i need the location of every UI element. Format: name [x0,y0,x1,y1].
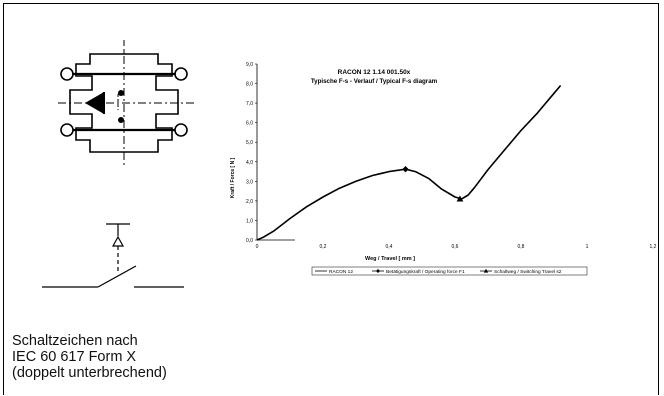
x-tick-label: 0 [256,244,259,250]
y-tick-label: 2,0 [246,199,253,205]
caption-line-2: IEC 60 617 Form X [12,349,137,365]
y-tick-label: 6,0 [246,121,253,127]
x-tick-label: 0,2 [320,244,327,250]
chart-legend: RACON 12 Betätigungskraft / Operating for… [311,266,588,276]
y-tick-label: 0,0 [246,238,253,244]
operating-force-marker [402,166,409,173]
legend-entry-operating-force-label: Betätigungskraft / Operating force F1 [386,269,465,275]
y-tick-label: 1,0 [246,218,253,224]
x-tick-label: 1 [586,244,589,250]
chart-subtitle: Typische F-s - Verlauf / Typical F-s dia… [311,78,438,85]
caption-line-3: (doppelt unterbrechend) [12,365,167,381]
y-tick-label: 4,0 [246,160,253,166]
x-tick-label: 1,2 [650,244,657,250]
y-tick-label: 8,0 [246,82,253,88]
legend-swatch-marker [483,268,489,273]
x-tick-label: 0,4 [386,244,393,250]
y-tick-label: 7,0 [246,101,253,107]
y-tick-label: 5,0 [246,140,253,146]
symbol-caption: Schaltzeichen nach IEC 60 617 Form X (do… [12,333,167,381]
y-axis-label: Kraft / Force [ N ] [230,157,236,198]
legend-entry-switching-travel-label: Schaltweg / Switching Travel s2 [494,269,562,275]
x-axis-label: Weg / Travel [ mm ] [365,256,415,262]
chart-axes: 0,0 1,0 2,0 3,0 4,0 5,0 6,0 7,0 8,0 9,0 0 0,2 0,4 0,6… [246,62,657,250]
force-travel-chart: RACON 12 1.14 001.50x Typische F-s - Ver… [230,62,657,276]
switch-top-view-drawing [58,40,194,168]
y-tick-label: 9,0 [246,62,253,68]
chart-title: RACON 12 1.14 001.50x [338,69,411,76]
x-tick-label: 0,6 [452,244,459,250]
x-tick-label: 0,8 [518,244,525,250]
caption-line-1: Schaltzeichen nach [12,333,138,349]
legend-entry-racon12-label: RACON 12 [329,269,353,275]
content-frame [3,3,659,395]
switch-circuit-symbol [42,223,184,288]
force-curve-line [256,84,562,241]
chart-series [256,84,562,241]
legend-box [311,266,588,276]
legend-swatch-marker [376,269,380,273]
y-tick-label: 3,0 [246,179,253,185]
switching-travel-marker [456,195,464,202]
